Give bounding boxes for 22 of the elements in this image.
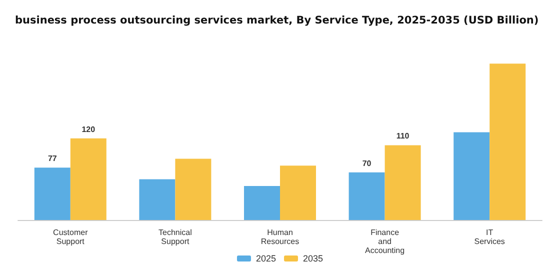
bar [490, 64, 526, 220]
x-tick-label: Finance and Accounting [365, 228, 405, 255]
bar [348, 172, 385, 220]
bar [454, 132, 490, 220]
bar [139, 179, 176, 220]
chart-title: business process outsourcing services market, By Service Type, 2025-2035 (USD Billion) [15, 14, 539, 26]
x-tick-label: Technical Support [158, 228, 192, 246]
bar [175, 158, 212, 220]
x-tick-label: Customer Support [53, 228, 88, 246]
data-label: 120 [82, 124, 96, 134]
x-tick-label: Human Resources [260, 228, 300, 246]
bar [244, 186, 280, 220]
data-label: 70 [362, 158, 372, 168]
x-tick-label: IT Services [474, 228, 505, 246]
data-label: 110 [396, 132, 410, 141]
bar [70, 138, 106, 220]
data-label: 77 [48, 154, 58, 164]
legend-label: 2025 [256, 254, 276, 264]
legend-label: 2035 [303, 254, 324, 264]
bar [34, 168, 70, 220]
bar [384, 145, 421, 220]
bar [280, 166, 316, 220]
